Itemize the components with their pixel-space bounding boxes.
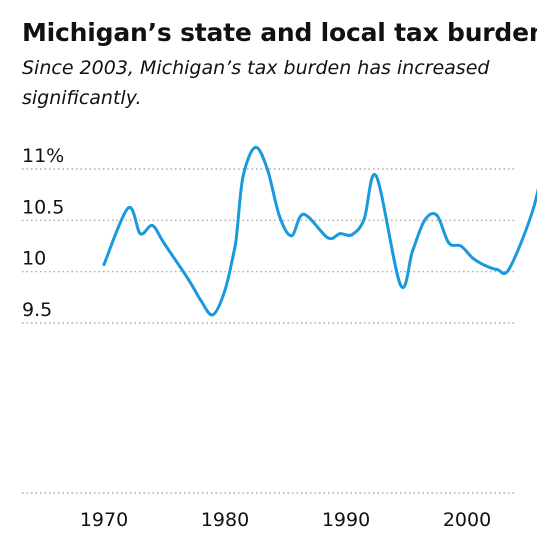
data-point-24 xyxy=(423,218,427,222)
data-point-29 xyxy=(483,264,487,268)
data-point-26 xyxy=(447,241,451,245)
data-point-22 xyxy=(398,283,402,287)
data-point-30 xyxy=(495,268,499,272)
data-point-23 xyxy=(411,249,415,253)
data-point-9 xyxy=(233,246,237,250)
series-group xyxy=(102,145,537,317)
data-point-10 xyxy=(235,229,239,233)
data-point-32 xyxy=(532,206,536,210)
data-point-0 xyxy=(102,262,106,266)
data-point-5 xyxy=(187,278,191,282)
data-point-13 xyxy=(265,167,269,171)
series-line-0 xyxy=(102,145,537,317)
data-point-28 xyxy=(471,256,475,260)
data-point-19 xyxy=(350,233,354,237)
data-point-11 xyxy=(241,174,245,178)
data-point-25 xyxy=(435,213,439,217)
data-point-7 xyxy=(211,313,215,317)
gridlines xyxy=(22,168,514,494)
y-tick-label: 9.5 xyxy=(22,299,52,321)
data-point-8 xyxy=(223,288,227,292)
data-point-14 xyxy=(277,214,281,218)
x-axis: 1970 1980 1990 2000 xyxy=(80,509,491,531)
data-point-20 xyxy=(362,217,366,221)
y-tick-label: 10 xyxy=(22,248,46,270)
data-point-18 xyxy=(338,232,342,236)
data-point-15 xyxy=(290,234,294,238)
x-tick-label: 1970 xyxy=(80,509,128,531)
data-point-2 xyxy=(138,232,142,236)
chart-subtitle: Since 2003, Michigan’s tax burden has in… xyxy=(22,57,490,109)
y-axis: 9.5 10 10.5 11% xyxy=(22,145,64,321)
data-point-27 xyxy=(459,244,463,248)
data-point-6 xyxy=(199,298,203,302)
chart-title: Michigan’s state and local tax burden xyxy=(22,18,537,47)
data-point-21 xyxy=(374,174,378,178)
x-tick-label: 1990 xyxy=(322,509,370,531)
x-tick-label: 1980 xyxy=(201,509,249,531)
data-point-17 xyxy=(326,236,330,240)
data-point-3 xyxy=(150,223,154,227)
y-tick-label: 10.5 xyxy=(22,196,64,218)
data-point-1 xyxy=(126,206,130,210)
y-tick-label: 11% xyxy=(22,145,64,167)
x-tick-label: 2000 xyxy=(443,509,491,531)
data-point-12 xyxy=(253,145,257,149)
data-point-4 xyxy=(163,242,166,246)
data-point-16 xyxy=(302,212,306,216)
data-point-31 xyxy=(507,267,511,271)
